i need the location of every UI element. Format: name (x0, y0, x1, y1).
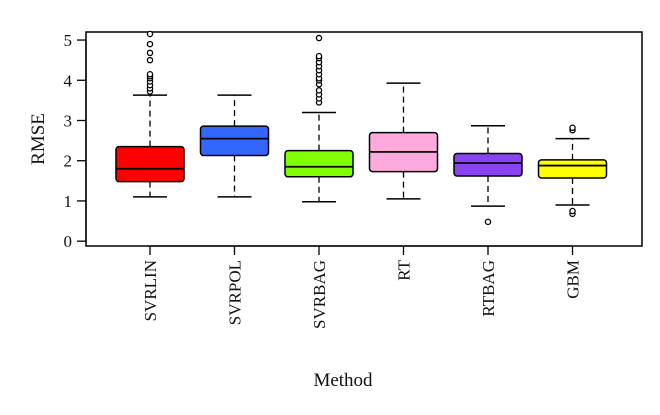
iqr-box (115, 145, 185, 183)
outlier-point (569, 207, 576, 215)
x-axis: SVRLIN SVRPOL SVRBAG RT RTBAG GBM (141, 245, 583, 329)
y-tick-label: 0 (64, 232, 73, 251)
x-tick-label: RTBAG (479, 260, 498, 317)
outlier-point (146, 30, 154, 38)
box-svrbag (284, 34, 354, 203)
x-tick-label: SVRLIN (141, 260, 160, 321)
y-tick-label: 4 (64, 71, 73, 90)
x-tick-label: SVRBAG (310, 260, 329, 329)
y-axis-label: RMSE (28, 113, 49, 165)
iqr-box (199, 125, 270, 157)
outlier-point (315, 87, 323, 94)
x-tick-label: GBM (564, 260, 583, 299)
outlier-point (146, 40, 154, 48)
boxes-group (115, 30, 608, 226)
x-axis-label: Method (313, 370, 373, 391)
iqr-box (284, 149, 354, 178)
y-tick-label: 2 (64, 152, 73, 171)
outlier-point (315, 52, 323, 60)
y-tick-label: 5 (64, 31, 73, 50)
box-rt (368, 82, 439, 200)
outlier-point (146, 70, 154, 78)
iqr-box (453, 152, 523, 177)
iqr-box (537, 159, 608, 179)
outlier-point (146, 56, 154, 64)
box-rtbag (453, 124, 523, 226)
outlier-point (315, 34, 323, 42)
x-tick-label: SVRPOL (226, 260, 245, 325)
outlier-point (484, 218, 492, 226)
y-tick-label: 1 (64, 192, 73, 211)
box-svrlin (115, 30, 185, 198)
y-axis: 0 1 2 3 4 5 (64, 31, 87, 251)
y-tick-label: 3 (64, 111, 73, 130)
outlier-point (146, 49, 154, 57)
outlier-point (569, 124, 576, 131)
box-gbm (537, 124, 608, 218)
box-svrpol (199, 94, 270, 198)
x-tick-label: RT (395, 259, 414, 280)
